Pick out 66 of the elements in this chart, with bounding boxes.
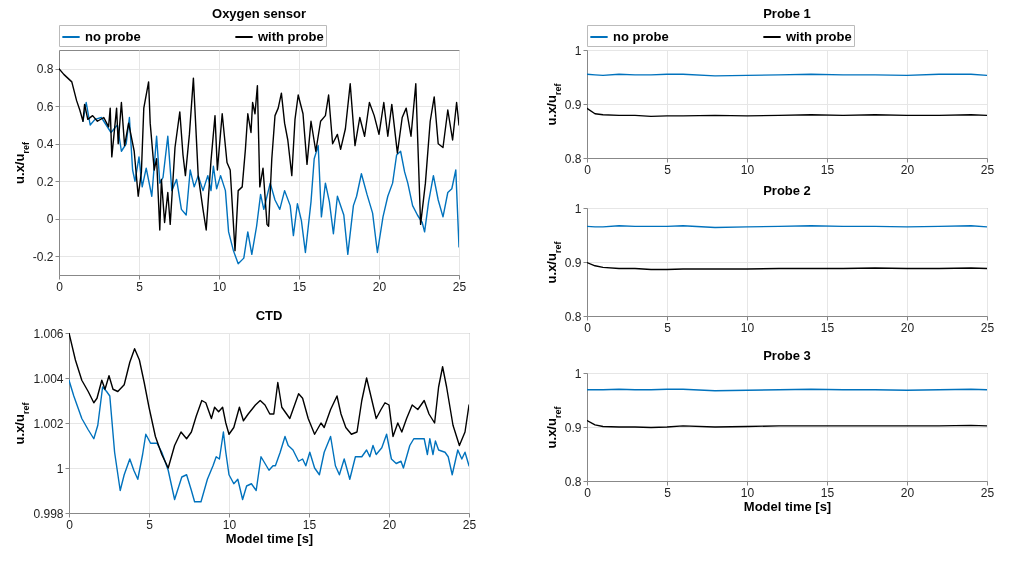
chart-title: Probe 3 xyxy=(763,348,811,363)
y-tick-label: 1.006 xyxy=(33,326,64,341)
x-axis-title: Model time [s] xyxy=(743,498,832,514)
x-tick-label: 10 xyxy=(212,279,227,294)
x-tick-label: 20 xyxy=(900,162,915,177)
x-tick-label: 20 xyxy=(900,320,915,335)
line-series xyxy=(82,101,459,265)
y-tick-label: 1 xyxy=(574,366,582,381)
x-tick-label: 25 xyxy=(452,279,467,294)
legend-label: no probe xyxy=(613,29,669,44)
x-tick-label: 5 xyxy=(664,485,672,500)
x-tick-label: 10 xyxy=(222,517,237,532)
x-tick-label: 10 xyxy=(740,162,755,177)
chart-title: Oxygen sensor xyxy=(212,5,306,21)
legend-label: with probe xyxy=(785,29,852,44)
y-tick-label: 0.6 xyxy=(36,99,54,114)
y-tick-label: 0.8 xyxy=(564,474,582,489)
x-tick-label: 25 xyxy=(462,517,477,532)
x-tick-label: 15 xyxy=(820,320,835,335)
x-tick-label: 15 xyxy=(292,279,307,294)
chart-title: CTD xyxy=(255,308,283,323)
x-tick-label: 20 xyxy=(372,279,387,294)
y-tick-label: 1.004 xyxy=(33,371,64,386)
x-tick-label: 15 xyxy=(820,162,835,177)
x-axis-title: Model time [s] xyxy=(225,530,314,546)
x-tick-label: 20 xyxy=(382,517,397,532)
y-tick-label: 1 xyxy=(56,461,64,476)
y-tick-label: 1 xyxy=(574,43,582,58)
x-tick-label: 5 xyxy=(146,517,154,532)
line-series xyxy=(59,68,459,252)
line-series xyxy=(69,379,469,503)
line-series xyxy=(587,107,987,118)
y-tick-label: 1.002 xyxy=(33,416,64,431)
x-tick-label: 0 xyxy=(584,162,592,177)
x-tick-label: 15 xyxy=(302,517,317,532)
chart-title: Probe 1 xyxy=(763,5,811,21)
y-tick-label: 0.998 xyxy=(33,506,64,521)
x-tick-label: 5 xyxy=(664,162,672,177)
chart-title: Probe 2 xyxy=(763,183,811,198)
line-series xyxy=(587,419,987,429)
x-tick-label: 20 xyxy=(900,485,915,500)
y-tick-label: 1 xyxy=(574,201,582,216)
y-tick-label: -0.2 xyxy=(32,249,54,264)
y-tick-label: 0.9 xyxy=(564,97,582,112)
x-tick-label: 15 xyxy=(820,485,835,500)
x-tick-label: 0 xyxy=(584,320,592,335)
legend-label: with probe xyxy=(257,29,324,44)
y-tick-label: 0 xyxy=(46,212,54,227)
x-tick-label: 5 xyxy=(664,320,672,335)
x-tick-label: 25 xyxy=(980,320,995,335)
x-tick-label: 25 xyxy=(980,162,995,177)
y-tick-label: 0.4 xyxy=(36,137,54,152)
x-tick-label: 0 xyxy=(584,485,592,500)
legend-label: no probe xyxy=(85,29,141,44)
y-tick-label: 0.8 xyxy=(564,309,582,324)
y-tick-label: 0.9 xyxy=(564,420,582,435)
y-tick-label: 0.9 xyxy=(564,255,582,270)
x-tick-label: 25 xyxy=(980,485,995,500)
x-tick-label: 0 xyxy=(66,517,74,532)
line-series xyxy=(587,261,987,271)
y-tick-label: 0.8 xyxy=(564,151,582,166)
y-tick-label: 0.2 xyxy=(36,174,54,189)
x-tick-label: 5 xyxy=(136,279,144,294)
x-tick-label: 10 xyxy=(740,485,755,500)
x-tick-label: 10 xyxy=(740,320,755,335)
y-tick-label: 0.8 xyxy=(36,62,54,77)
